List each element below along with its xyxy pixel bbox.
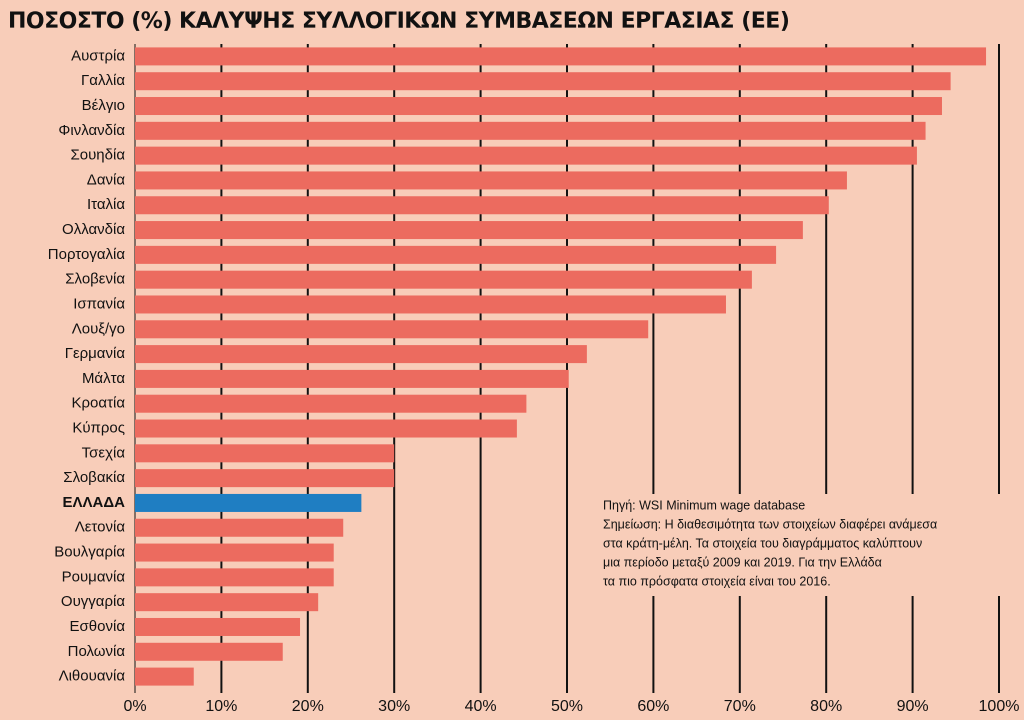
y-tick-label: Σλοβενία xyxy=(65,271,125,288)
note-line: Σημείωση: Η διαθεσιμότητα των στοιχείων … xyxy=(603,517,937,531)
y-tick-label: Τσεχία xyxy=(82,444,126,461)
note-line: στα κράτη-μέλη. Τα στοιχεία του διαγράμμ… xyxy=(603,536,922,550)
x-tick-label: 30% xyxy=(378,698,410,715)
bar xyxy=(135,469,395,488)
bar xyxy=(135,642,283,661)
bar xyxy=(135,419,517,438)
y-tick-label: Πορτογαλία xyxy=(48,246,126,263)
bar xyxy=(135,171,847,190)
note-line: τα πιο πρόσφατα στοιχεία είναι του 2016. xyxy=(603,574,831,588)
y-tick-label: Σλοβακία xyxy=(63,469,125,486)
bar xyxy=(135,667,194,686)
y-tick-label: Εσθονία xyxy=(70,618,126,635)
x-tick-label: 70% xyxy=(724,698,756,715)
y-tick-label: Γαλλία xyxy=(81,72,125,89)
y-tick-label: ΕΛΛΑΔΑ xyxy=(63,494,126,511)
bar xyxy=(135,369,569,388)
bar xyxy=(135,72,951,91)
y-tick-label: Λουξ/γο xyxy=(72,320,125,337)
x-tick-label: 0% xyxy=(123,698,146,715)
bar xyxy=(135,245,777,264)
y-tick-label: Ισπανία xyxy=(73,295,125,312)
y-tick-label: Φινλανδία xyxy=(58,122,125,139)
y-tick-label: Γερμανία xyxy=(65,345,126,362)
y-tick-label: Ουγγαρία xyxy=(61,593,125,610)
y-tick-label: Ιταλία xyxy=(87,196,125,213)
bar xyxy=(135,617,301,636)
bar xyxy=(135,97,942,116)
x-tick-label: 80% xyxy=(810,698,842,715)
x-tick-label: 60% xyxy=(637,698,669,715)
bar xyxy=(135,394,527,413)
y-tick-label: Δανία xyxy=(87,171,126,188)
bar xyxy=(135,146,917,165)
bar xyxy=(135,295,726,314)
y-tick-label: Κύπρος xyxy=(72,419,125,436)
bar xyxy=(135,444,395,463)
y-tick-label: Λετονία xyxy=(75,519,126,536)
x-tick-label: 40% xyxy=(465,698,497,715)
x-tick-label: 50% xyxy=(551,698,583,715)
y-tick-label: Βέλγιο xyxy=(82,97,125,114)
y-tick-label: Βουλγαρία xyxy=(54,544,125,561)
chart-title: ΠΟΣΟΣΤΟ (%) ΚΑΛΥΨΗΣ ΣΥΛΛΟΓΙΚΩΝ ΣΥΜΒΑΣΕΩΝ… xyxy=(8,9,789,34)
y-tick-label: Κροατία xyxy=(72,395,126,412)
bar xyxy=(135,568,334,587)
y-tick-label: Ολλανδία xyxy=(62,221,125,238)
x-tick-label: 100% xyxy=(979,698,1020,715)
y-tick-label: Σουηδία xyxy=(70,147,125,164)
note-box xyxy=(598,494,1018,596)
bar xyxy=(135,196,829,215)
y-tick-label: Λιθουανία xyxy=(59,668,126,685)
x-tick-label: 10% xyxy=(205,698,237,715)
y-tick-label: Αυστρία xyxy=(71,47,125,64)
bar xyxy=(135,320,649,339)
bar xyxy=(135,518,344,537)
y-tick-label: Μάλτα xyxy=(82,370,125,387)
note-line: Πηγή: WSI Minimum wage database xyxy=(603,498,805,512)
note-line: μια περίοδο μεταξύ 2009 και 2019. Για τη… xyxy=(603,555,882,569)
y-tick-label: Ρουμανία xyxy=(62,568,126,585)
x-tick-label: 90% xyxy=(897,698,929,715)
bar xyxy=(135,593,319,612)
bar xyxy=(135,47,987,66)
bar xyxy=(135,221,803,240)
bar xyxy=(135,270,752,289)
bar xyxy=(135,493,362,512)
bar xyxy=(135,345,587,364)
x-tick-label: 20% xyxy=(292,698,324,715)
y-tick-label: Πολωνία xyxy=(68,643,126,660)
bar xyxy=(135,543,334,562)
bar xyxy=(135,121,926,140)
